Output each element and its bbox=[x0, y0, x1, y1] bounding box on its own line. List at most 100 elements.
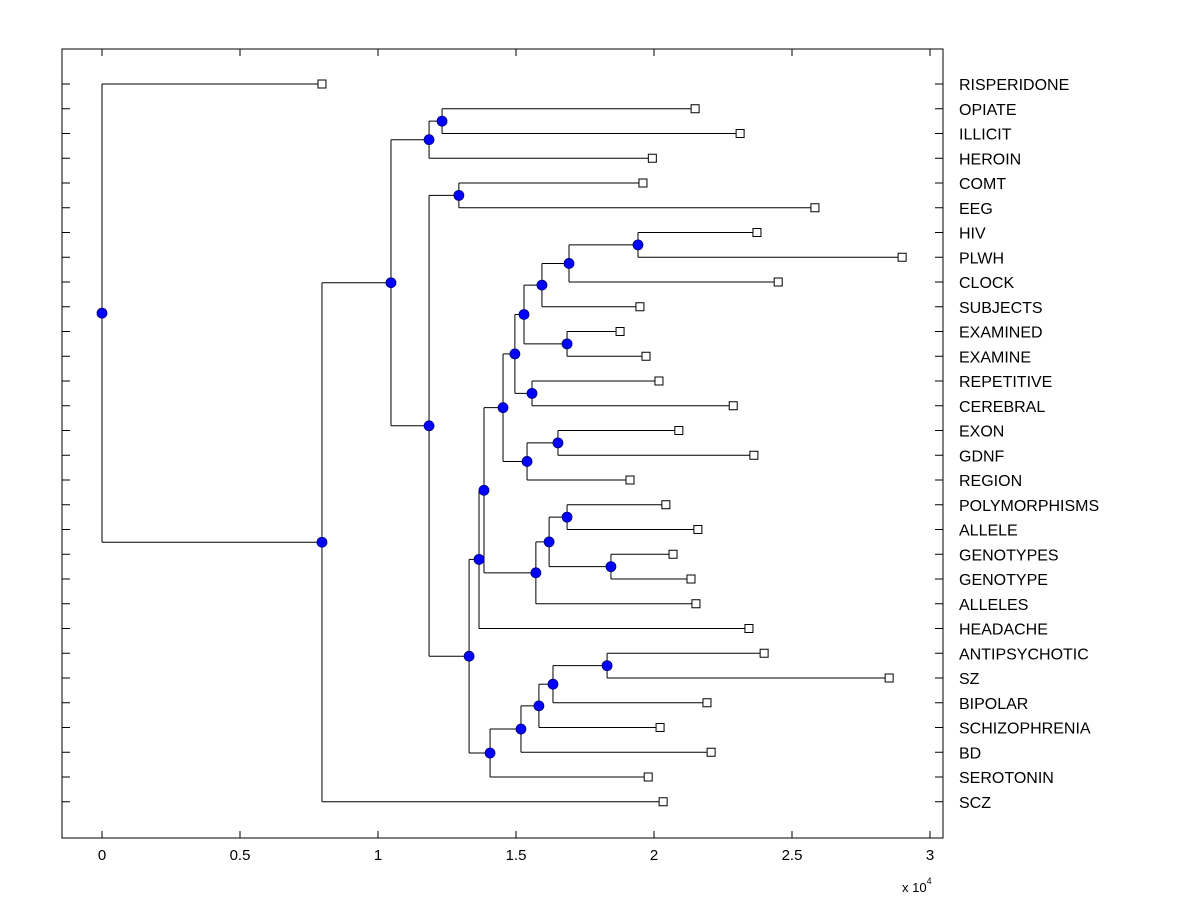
leaf-marker bbox=[702, 698, 712, 708]
cluster-node bbox=[423, 420, 435, 432]
leaf-label: BIPOLAR bbox=[959, 696, 1028, 713]
cluster-node bbox=[423, 134, 435, 146]
cluster-node bbox=[561, 338, 573, 350]
leaf-label: EXAMINED bbox=[959, 325, 1043, 342]
cluster-node bbox=[601, 660, 613, 672]
leaf-marker bbox=[735, 129, 745, 138]
cluster-node bbox=[385, 277, 397, 289]
x-tick-label: 0 bbox=[98, 847, 106, 864]
leaf-label: BD bbox=[959, 745, 981, 762]
leaf-marker bbox=[654, 376, 664, 386]
leaf-marker bbox=[674, 426, 684, 435]
cluster-node bbox=[533, 700, 545, 712]
leaf-marker bbox=[615, 327, 625, 336]
leaf-marker bbox=[706, 747, 716, 757]
cluster-node bbox=[552, 437, 564, 449]
cluster-node bbox=[563, 258, 575, 269]
leaf-label: EEG bbox=[959, 201, 993, 218]
leaf-label: ALLELES bbox=[959, 597, 1028, 614]
cluster-node bbox=[605, 561, 617, 573]
leaf-label: PLWH bbox=[959, 250, 1004, 267]
leaf-marker bbox=[625, 475, 635, 485]
leaf-label: OPIATE bbox=[959, 102, 1017, 119]
leaf-marker bbox=[635, 302, 645, 312]
x-tick-label: 0.5 bbox=[230, 847, 251, 864]
leaf-marker bbox=[638, 178, 648, 188]
leaf-marker bbox=[655, 723, 665, 732]
leaf-marker bbox=[668, 549, 678, 559]
cluster-node bbox=[463, 650, 475, 662]
leaf-label: SCHIZOPHRENIA bbox=[959, 721, 1091, 738]
cluster-node bbox=[536, 279, 548, 291]
leaf-label: SUBJECTS bbox=[959, 300, 1043, 317]
leaf-label: RISPERIDONE bbox=[959, 77, 1069, 94]
leaf-label: SCZ bbox=[959, 795, 991, 812]
leaf-label: CLOCK bbox=[959, 275, 1014, 292]
leaf-marker bbox=[661, 500, 671, 510]
leaf-label: HEADACHE bbox=[959, 622, 1048, 639]
axis-ticks bbox=[62, 49, 943, 838]
leaf-label: SEROTONIN bbox=[959, 770, 1054, 787]
leaf-label: GDNF bbox=[959, 448, 1005, 465]
leaf-label: GENOTYPE bbox=[959, 572, 1048, 589]
cluster-node bbox=[473, 553, 485, 565]
leaf-marker bbox=[897, 252, 907, 262]
leaf-label: REGION bbox=[959, 473, 1022, 490]
leaf-marker bbox=[744, 624, 754, 633]
leaf-label: HEROIN bbox=[959, 151, 1021, 168]
leaf-labels: RISPERIDONE OPIATE ILLICIT HEROIN COMT EEG HIV… bbox=[959, 77, 1099, 812]
leaf-label: COMT bbox=[959, 176, 1006, 193]
x-tick-label: 2 bbox=[650, 847, 658, 864]
leaf-label: EXON bbox=[959, 424, 1004, 441]
leaf-marker bbox=[686, 574, 696, 584]
leaf-marker bbox=[691, 599, 701, 609]
leaf-marker bbox=[759, 648, 769, 658]
cluster-node bbox=[478, 484, 490, 496]
leaf-markers bbox=[317, 79, 907, 807]
leaf-label: SZ bbox=[959, 671, 980, 688]
cluster-node bbox=[632, 239, 644, 251]
leaf-marker bbox=[690, 104, 700, 114]
x-tick-label: 2.5 bbox=[782, 847, 803, 864]
leaf-label: EXAMINE bbox=[959, 349, 1031, 366]
leaf-marker bbox=[884, 673, 894, 683]
cluster-node bbox=[543, 536, 555, 548]
x-tick-label: 1 bbox=[374, 847, 382, 864]
leaf-marker bbox=[693, 525, 703, 534]
leaf-marker bbox=[773, 277, 783, 287]
cluster-node bbox=[530, 567, 542, 579]
plot-frame bbox=[61, 48, 944, 839]
leaf-label: GENOTYPES bbox=[959, 547, 1059, 564]
cluster-node bbox=[316, 536, 328, 548]
x-tick-labels: 0 0.5 1 1.5 2 2.5 3 bbox=[98, 847, 934, 864]
leaf-label: ANTIPSYCHOTIC bbox=[959, 646, 1089, 663]
cluster-node bbox=[497, 402, 509, 414]
leaf-marker bbox=[641, 351, 651, 361]
x-tick-label: 1.5 bbox=[506, 847, 527, 864]
leaf-label: CEREBRAL bbox=[959, 399, 1045, 416]
leaf-marker bbox=[647, 153, 657, 163]
leaf-label: ILLICIT bbox=[959, 127, 1012, 144]
leaf-marker bbox=[752, 228, 762, 237]
leaf-marker bbox=[749, 450, 759, 460]
cluster-node bbox=[96, 307, 108, 319]
cluster-node bbox=[561, 511, 573, 523]
leaf-marker bbox=[643, 772, 653, 782]
leaf-marker bbox=[658, 797, 668, 807]
cluster-node bbox=[453, 189, 465, 201]
cluster-node bbox=[526, 387, 538, 399]
cluster-node bbox=[436, 115, 448, 127]
leaf-label: HIV bbox=[959, 226, 986, 243]
x-exponent-label: x 104 bbox=[902, 876, 932, 895]
leaf-label: POLYMORPHISMS bbox=[959, 498, 1099, 515]
cluster-node bbox=[515, 723, 527, 735]
cluster-node bbox=[484, 747, 496, 759]
leaf-marker bbox=[317, 79, 327, 89]
leaf-marker bbox=[728, 401, 738, 411]
x-tick-label: 3 bbox=[926, 847, 934, 864]
cluster-node bbox=[518, 309, 530, 320]
node-markers bbox=[96, 115, 644, 759]
cluster-node bbox=[509, 348, 521, 360]
leaf-label: REPETITIVE bbox=[959, 374, 1052, 391]
